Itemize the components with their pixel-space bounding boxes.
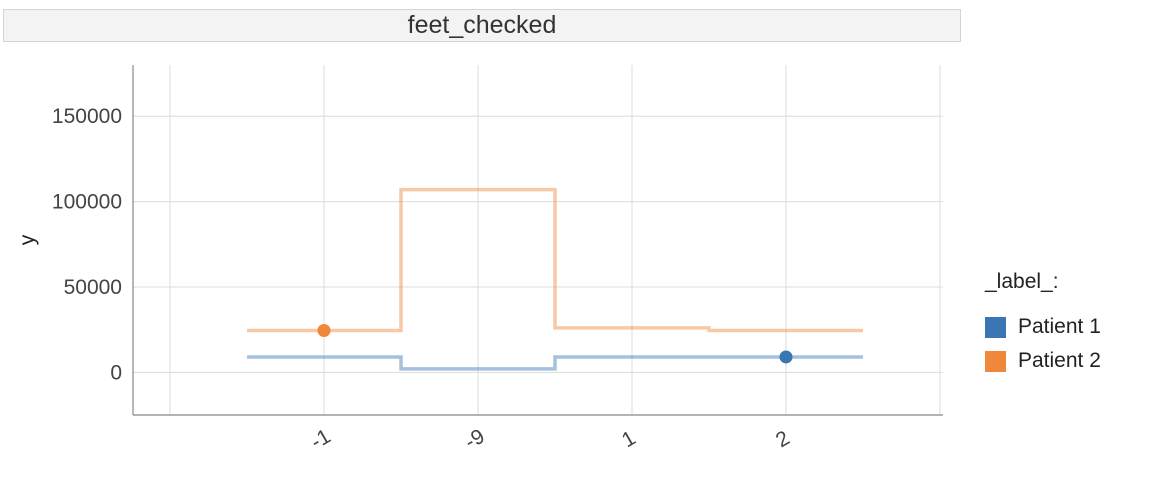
x-tick-label: -9 [461, 425, 489, 454]
legend-title: _label_: [985, 270, 1059, 293]
legend-label: Patient 1 [1018, 315, 1101, 338]
y-tick-label: 100000 [52, 191, 122, 214]
facet-title: feet_checked [407, 11, 557, 39]
legend-item: Patient 2 [985, 344, 1101, 378]
tick-labels: 0 50000 100000 150000 -1 -9 1 2 [52, 105, 794, 454]
x-tick-label: 2 [772, 426, 794, 452]
facet-title-strip: feet_checked [3, 9, 961, 42]
y-tick-label: 150000 [52, 105, 122, 128]
series-point-marker [317, 323, 331, 337]
y-axis-title: y [16, 234, 39, 245]
x-tick-label: -1 [307, 425, 335, 454]
legend-item: Patient 1 [985, 310, 1101, 344]
series-step-line [247, 355, 863, 371]
legend-swatch [985, 316, 1006, 338]
legend: _label_: Patient 1 Patient 2 [985, 270, 1101, 378]
series-lines [247, 187, 863, 371]
series-markers [317, 323, 793, 364]
grid-lines [133, 65, 943, 415]
axes [132, 65, 943, 416]
y-tick-label: 50000 [64, 276, 122, 299]
legend-label: Patient 2 [1018, 349, 1101, 372]
x-tick-label: 1 [618, 426, 640, 452]
legend-swatch [985, 350, 1006, 372]
series-step-line [247, 187, 863, 333]
series-point-marker [779, 350, 793, 364]
y-tick-label: 0 [110, 361, 122, 384]
